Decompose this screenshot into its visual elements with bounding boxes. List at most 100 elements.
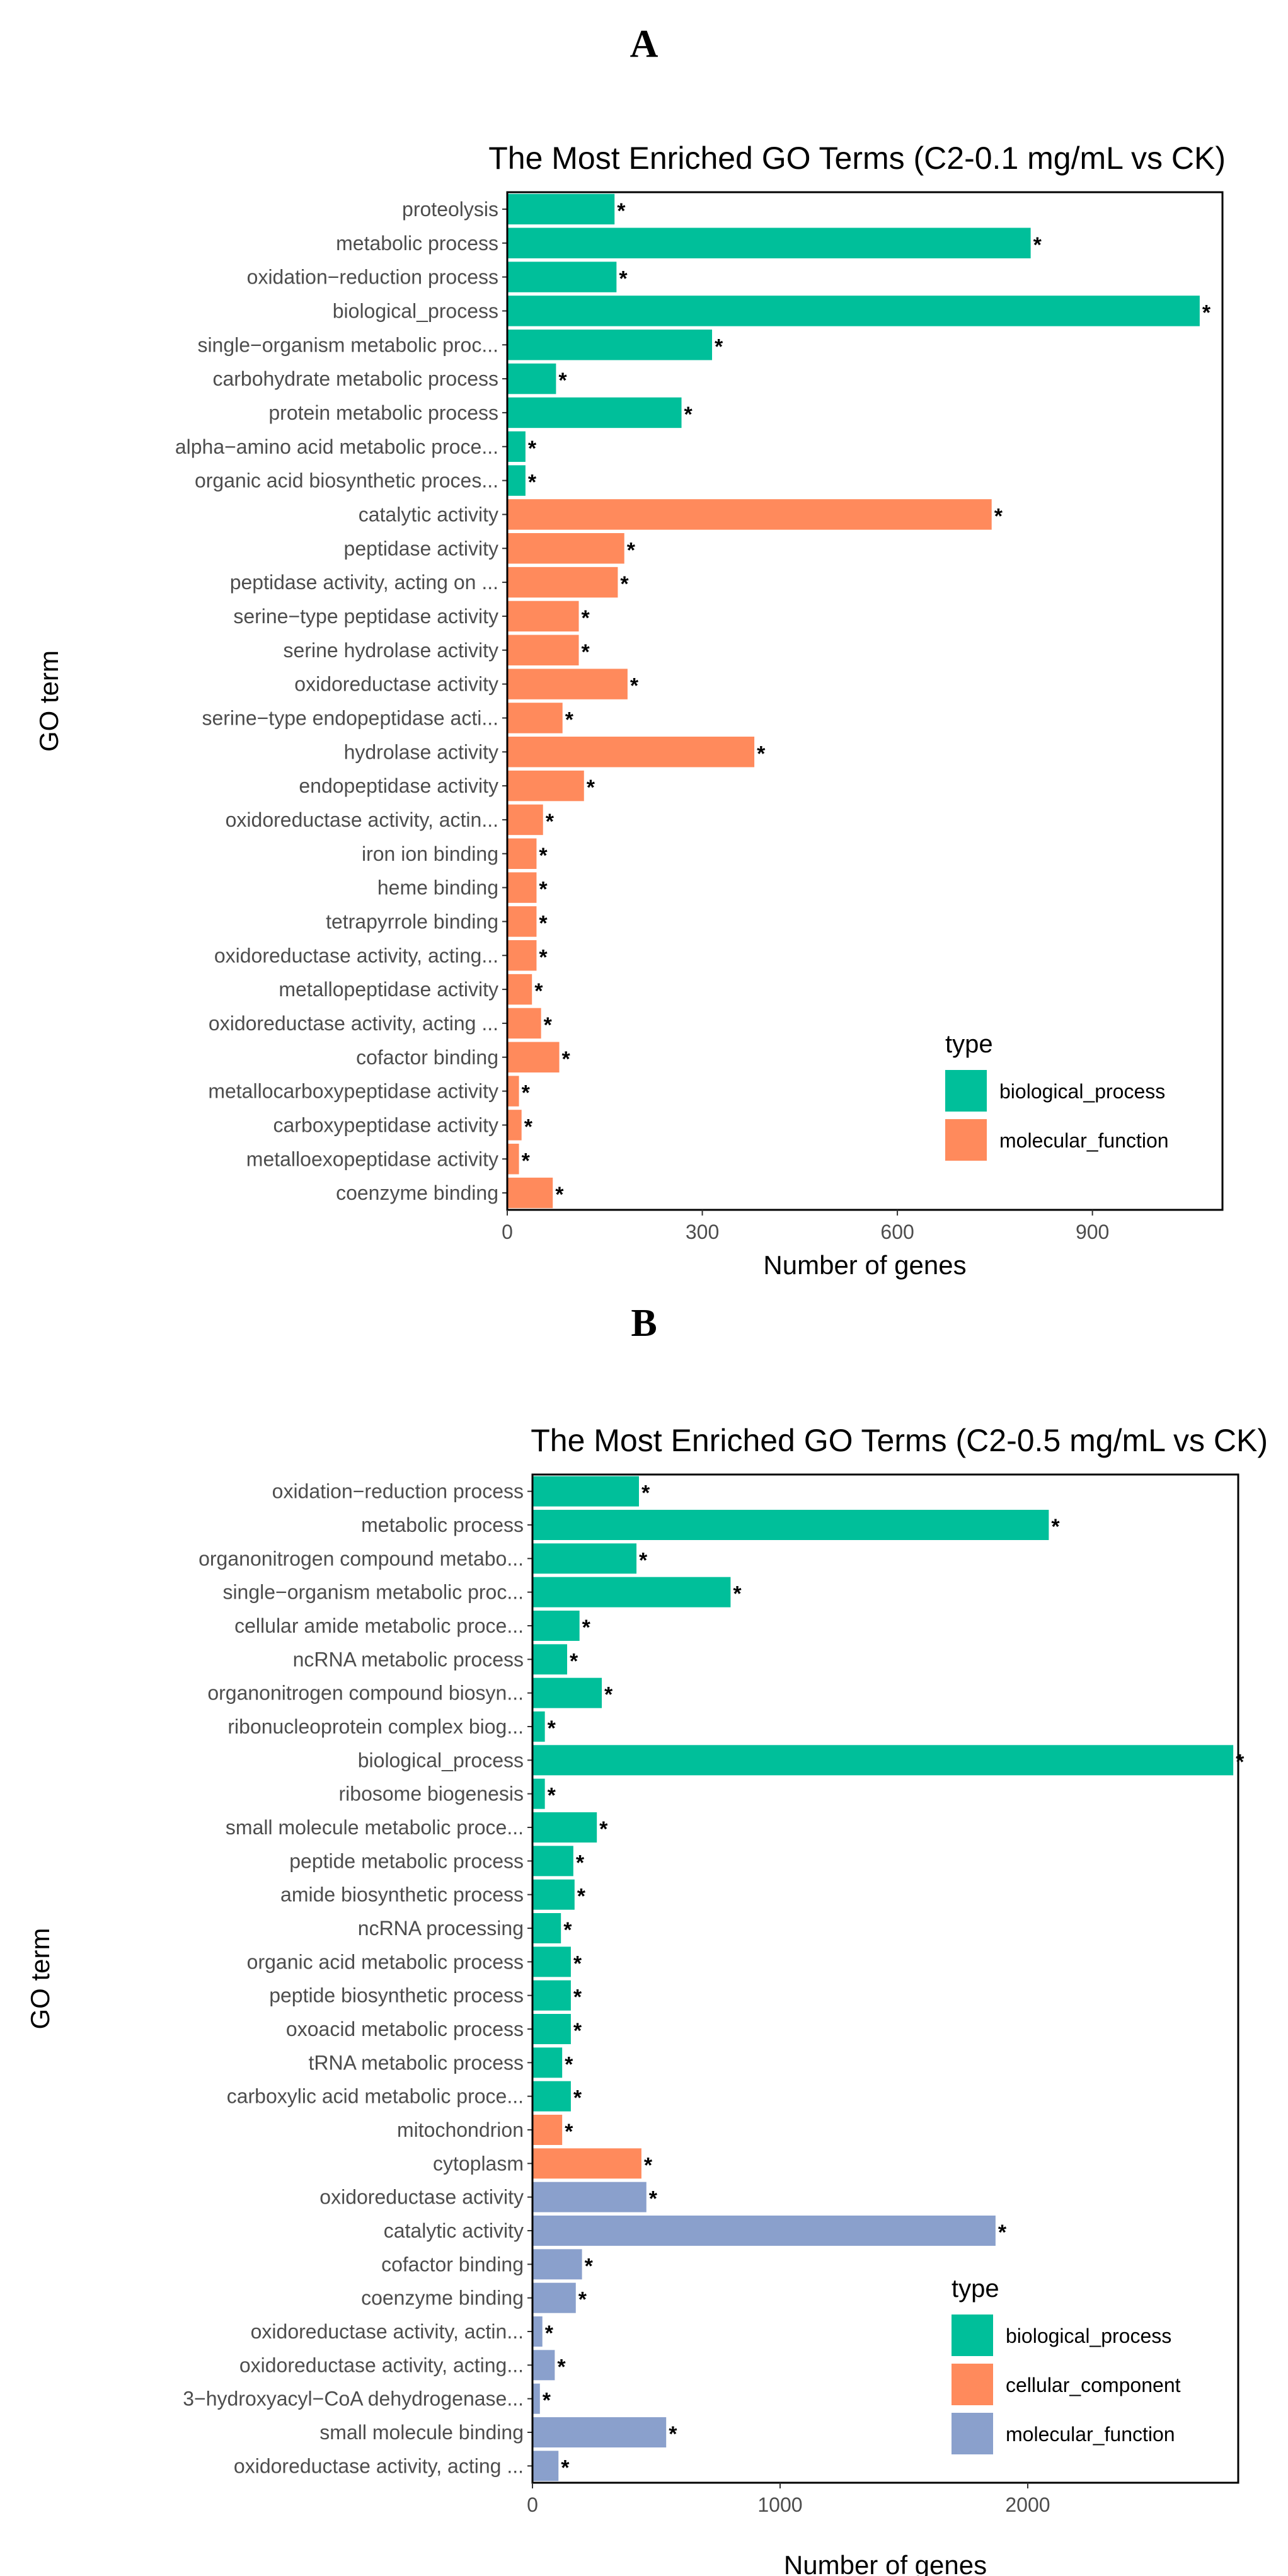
y-tick-label: serine hydrolase activity <box>284 639 498 662</box>
significance-marker: * <box>627 538 636 562</box>
panel-letter: B <box>631 1302 657 1345</box>
y-tick-label: serine−type peptidase activity <box>233 605 498 628</box>
y-tick-label: ribonucleoprotein complex biog... <box>227 1715 524 1738</box>
y-tick-label: metabolic process <box>336 232 498 255</box>
panel-letter: A <box>630 23 658 66</box>
y-tick-label: heme binding <box>377 877 498 899</box>
bar <box>532 1745 1234 1776</box>
significance-marker: * <box>1236 1750 1245 1774</box>
significance-marker: * <box>994 504 1003 528</box>
bar <box>507 193 615 225</box>
legend: type biological_process molecular_function <box>945 1030 1169 1161</box>
bar <box>532 1846 573 1877</box>
y-tick-label: peptidase activity <box>344 537 498 560</box>
legend-title: type <box>945 1030 993 1058</box>
significance-marker: * <box>619 267 628 291</box>
significance-marker: * <box>543 2389 551 2413</box>
bar <box>532 2282 576 2313</box>
y-tick-label: cytoplasm <box>433 2152 524 2175</box>
y-tick-label: metalloexopeptidase activity <box>246 1147 498 1170</box>
significance-marker: * <box>534 979 543 1003</box>
y-tick-label: organic acid metabolic process <box>247 1950 524 1973</box>
y-tick-label: cofactor binding <box>356 1046 498 1069</box>
bar <box>507 227 1031 258</box>
y-tick-label: carbohydrate metabolic process <box>212 367 498 390</box>
bar <box>532 1543 637 1574</box>
bar <box>532 2182 647 2212</box>
y-tick-label: iron ion binding <box>362 842 498 865</box>
y-axis-title: GO term <box>34 650 64 752</box>
legend-label: cellular_component <box>1006 2374 1181 2396</box>
significance-marker: * <box>570 1649 578 1673</box>
significance-marker: * <box>576 1851 585 1875</box>
bar <box>532 1577 731 1607</box>
significance-marker: * <box>548 1784 556 1808</box>
bar <box>532 1611 580 1641</box>
bar <box>507 1076 519 1107</box>
y-tick-label: metallocarboxypeptidase activity <box>208 1080 498 1103</box>
bar <box>532 2316 543 2347</box>
significance-marker: * <box>669 2422 677 2446</box>
bar <box>507 431 526 462</box>
y-tick-label: biological_process <box>358 1749 524 1771</box>
bar <box>532 1711 545 1742</box>
significance-marker: * <box>546 810 555 834</box>
bar <box>507 770 584 802</box>
x-tick-label: 600 <box>880 1221 914 1243</box>
legend-swatch <box>952 2413 993 2454</box>
bar <box>507 804 543 836</box>
bar <box>507 1008 541 1039</box>
significance-marker: * <box>641 1481 650 1505</box>
significance-marker: * <box>587 776 595 800</box>
legend-swatch <box>952 2364 993 2405</box>
x-axis-title: Number of genes <box>763 1250 966 1280</box>
significance-marker: * <box>630 674 639 698</box>
significance-marker: * <box>539 911 548 935</box>
y-tick-label: tetrapyrrole binding <box>326 910 498 933</box>
significance-marker: * <box>562 1047 571 1071</box>
chart-panel-b: B The Most Enriched GO Terms (C2-0.5 mg/m… <box>25 1302 1268 2576</box>
bar <box>532 1476 639 1507</box>
significance-marker: * <box>545 2321 554 2345</box>
bar <box>507 1110 522 1141</box>
significance-marker: * <box>684 403 693 427</box>
y-tick-label: metallopeptidase activity <box>279 978 498 1001</box>
legend-swatch <box>945 1070 987 1112</box>
y-tick-label: oxidoreductase activity, acting... <box>239 2354 524 2376</box>
significance-marker: * <box>539 945 548 969</box>
bar <box>532 1510 1049 1540</box>
bar <box>532 1812 597 1843</box>
bar <box>507 566 618 598</box>
y-tick-label: tRNA metabolic process <box>309 2051 524 2074</box>
x-tick-label: 2000 <box>1005 2493 1050 2516</box>
significance-marker: * <box>548 1716 556 1740</box>
significance-marker: * <box>565 2052 573 2076</box>
legend-swatch <box>952 2314 993 2356</box>
significance-marker: * <box>582 606 590 630</box>
significance-marker: * <box>998 2221 1007 2245</box>
significance-marker: * <box>644 2153 653 2177</box>
bar <box>507 262 617 292</box>
significance-marker: * <box>604 1683 613 1707</box>
bar <box>507 1177 553 1209</box>
significance-marker: * <box>563 1918 572 1942</box>
bar <box>532 2350 555 2381</box>
significance-marker: * <box>573 2019 582 2043</box>
y-tick-label: oxidoreductase activity, actin... <box>251 2320 524 2343</box>
y-tick-label: proteolysis <box>402 198 498 221</box>
bar <box>532 1946 571 1977</box>
x-tick-label: 0 <box>502 1221 513 1243</box>
bar <box>507 601 579 632</box>
significance-marker: * <box>544 1013 553 1037</box>
x-tick-label: 1000 <box>757 2493 802 2516</box>
y-tick-label: peptide metabolic process <box>289 1849 524 1872</box>
legend-label: biological_process <box>1006 2325 1171 2347</box>
significance-marker: * <box>522 1081 531 1105</box>
bar <box>507 737 755 768</box>
bar <box>532 2047 563 2078</box>
bar <box>532 2081 571 2112</box>
y-tick-label: cofactor binding <box>381 2253 524 2275</box>
significance-marker: * <box>577 1885 586 1909</box>
bar <box>507 363 556 394</box>
y-tick-label: organonitrogen compound metabo... <box>198 1547 524 1570</box>
